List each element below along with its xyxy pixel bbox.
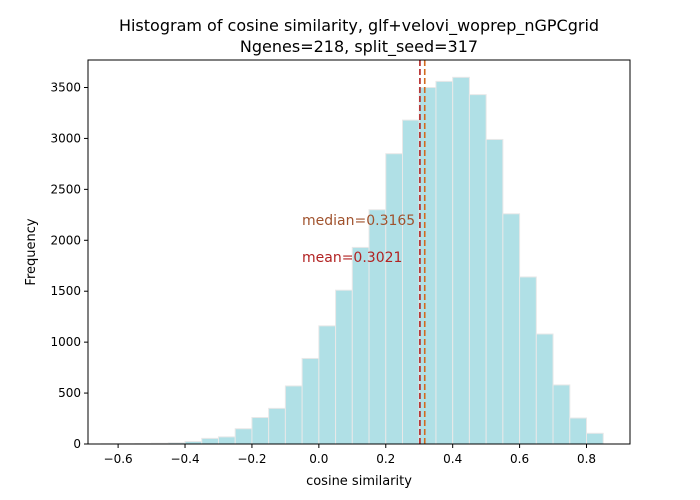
chart-title-line1: Histogram of cosine similarity, glf+velo… [119, 16, 599, 36]
histogram-bar [401, 119, 420, 445]
histogram-bar [452, 76, 470, 445]
histogram-bar [318, 325, 337, 445]
histogram-bar [234, 428, 253, 445]
plot-frame [87, 59, 631, 445]
x-axis: −0.6 −0.4 −0.2 0.0 0.2 0.4 0.6 0.8 [104, 444, 596, 466]
x-tick-label: 0.0 [309, 452, 328, 466]
histogram-bar [251, 417, 270, 445]
histogram-bar [485, 138, 504, 445]
y-tick-label: 0 [73, 437, 81, 451]
median-annotation: median=0.3165 [302, 213, 415, 229]
x-tick-label: −0.4 [170, 452, 199, 466]
reference-lines-group [419, 60, 426, 444]
y-axis-label: Frequency [24, 218, 39, 285]
histogram-bar [586, 432, 604, 445]
histogram-bar [284, 385, 303, 445]
histogram-bar [552, 384, 571, 445]
y-tick-label: 3000 [50, 131, 81, 145]
histogram-bar [435, 80, 454, 445]
histogram-bar [201, 437, 219, 445]
chart-title-line2: Ngenes=218, split_seed=317 [240, 37, 478, 57]
histogram-bar [468, 94, 487, 445]
x-tick-label: 0.4 [443, 452, 462, 466]
histogram-bar [569, 417, 588, 445]
histogram-bar [351, 246, 370, 445]
x-tick-label: −0.6 [104, 452, 133, 466]
y-tick-label: 1500 [50, 284, 81, 298]
histogram-bar [368, 209, 387, 445]
x-tick-label: 0.2 [376, 452, 395, 466]
histogram-bar [217, 436, 236, 445]
y-tick-label: 2000 [50, 233, 81, 247]
x-tick-label: −0.2 [237, 452, 266, 466]
x-axis-label: cosine similarity [306, 474, 412, 489]
x-tick-label: 0.6 [510, 452, 529, 466]
histogram-bar [335, 289, 353, 445]
histogram-bar [502, 213, 521, 445]
histogram-bar [519, 276, 537, 445]
mean-annotation: mean=0.3021 [302, 250, 402, 266]
histogram-bar [418, 87, 437, 445]
y-tick-label: 3500 [50, 81, 81, 95]
histogram-bar [385, 153, 403, 445]
histogram-bar [301, 357, 320, 445]
y-tick-label: 500 [58, 386, 81, 400]
bars-group [100, 76, 604, 445]
histogram-bar [268, 407, 286, 445]
y-axis: 0 500 1000 1500 2000 2500 3000 3500 [50, 81, 88, 451]
x-tick-label: 0.8 [577, 452, 596, 466]
y-tick-label: 1000 [50, 335, 81, 349]
histogram-bar [535, 333, 554, 445]
y-tick-label: 2500 [50, 182, 81, 196]
